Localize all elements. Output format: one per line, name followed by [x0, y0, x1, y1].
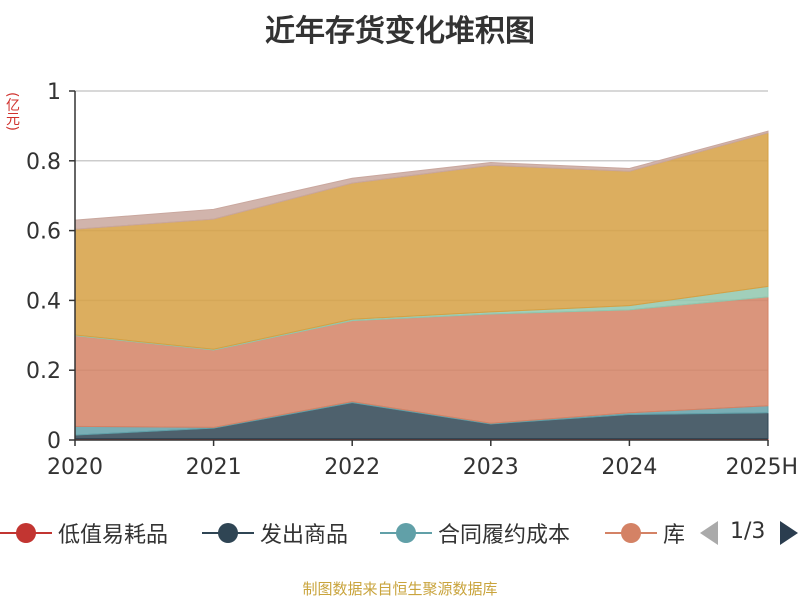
- prev-page-icon[interactable]: [700, 521, 718, 545]
- legend-items-viewport: 低值易耗品 发出商品 合同履约成本 库: [0, 513, 690, 553]
- legend-label: 合同履约成本: [438, 523, 571, 548]
- legend-marker-icon: [380, 523, 432, 543]
- legend-item-contract-cost[interactable]: 合同履约成本: [380, 513, 570, 553]
- y-tick-labels: 0 0.2 0.4 0.6 0.8 1: [26, 80, 61, 454]
- x-tick-label: 2025H: [725, 455, 798, 480]
- y-tick-label: 0.8: [26, 150, 61, 175]
- y-tick-label: 0.6: [26, 220, 61, 245]
- y-unit-label: (亿元): [4, 92, 20, 131]
- legend-pager: 1/3: [700, 513, 800, 553]
- x-tick-label: 2022: [324, 455, 380, 480]
- legend-item-goods-shipped[interactable]: 发出商品: [202, 513, 348, 553]
- legend-item-low-value-consumables[interactable]: 低值易耗品: [0, 513, 168, 553]
- y-tick-label: 0: [47, 429, 61, 454]
- y-tick-label: 0.4: [26, 289, 61, 314]
- legend-page-indicator: 1/3: [730, 519, 766, 544]
- area-series-6: [74, 130, 769, 230]
- y-tick-label: 0.2: [26, 359, 61, 384]
- legend-item-inventory-goods[interactable]: 库: [605, 513, 685, 553]
- axes: [69, 90, 769, 446]
- x-tick-label: 2020: [47, 455, 103, 480]
- x-tick-labels: 2020 2021 2022 2023 2024 2025H: [47, 455, 798, 480]
- legend-label: 低值易耗品: [58, 523, 169, 548]
- chart-title: 近年存货变化堆积图: [265, 14, 535, 49]
- next-page-icon[interactable]: [780, 521, 798, 545]
- legend: 低值易耗品 发出商品 合同履约成本 库 1/3: [0, 513, 800, 553]
- y-tick-label: 1: [47, 80, 61, 105]
- legend-marker-icon: [605, 523, 657, 543]
- legend-marker-icon: [202, 523, 254, 543]
- x-tick-label: 2023: [463, 455, 519, 480]
- data-source-note: 制图数据来自恒生聚源数据库: [302, 580, 498, 598]
- x-tick-label: 2024: [601, 455, 657, 480]
- legend-label: 发出商品: [260, 523, 349, 548]
- x-tick-label: 2021: [186, 455, 242, 480]
- legend-marker-icon: [0, 523, 52, 543]
- area-series: [74, 130, 769, 441]
- legend-label: 库: [663, 523, 686, 548]
